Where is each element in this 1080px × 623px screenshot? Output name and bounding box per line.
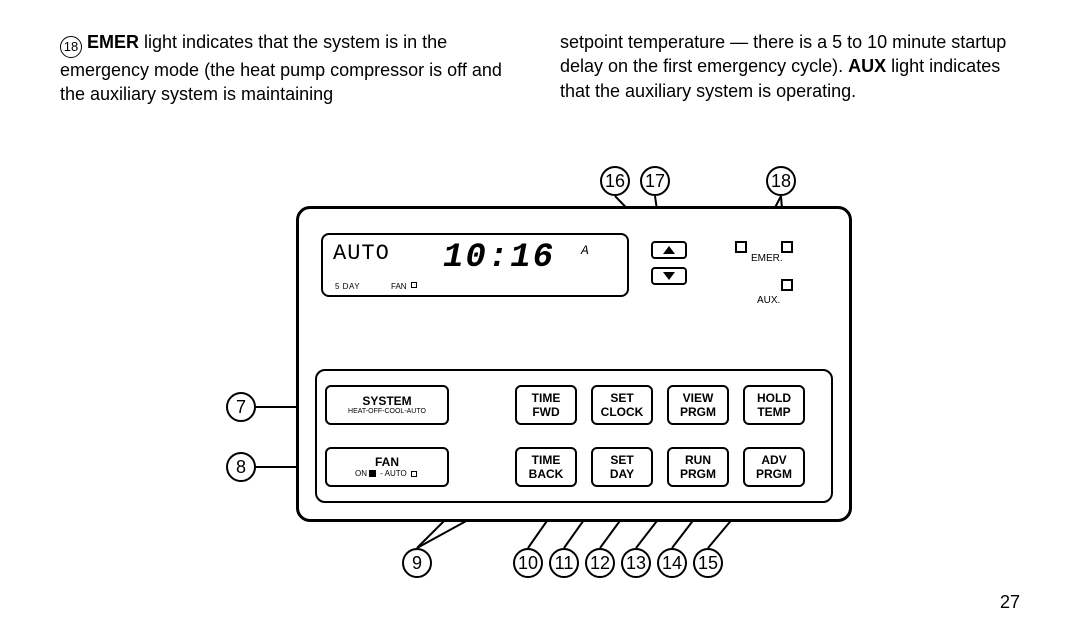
diagram: AUTO 10:16 A 5 DAY FAN EMER. AUX. SYSTEM… [0,150,1080,590]
set-clock-l2: CLOCK [601,405,644,419]
time-fwd-l1: TIME [532,391,561,405]
down-arrow-button[interactable] [651,267,687,285]
time-fwd-button[interactable]: TIME FWD [515,385,577,425]
callout-9: 9 [402,548,432,578]
callout-16: 16 [600,166,630,196]
callout-10: 10 [513,548,543,578]
set-day-l2: DAY [610,467,634,481]
lcd-sub-fan: FAN [391,282,417,291]
up-arrow-button[interactable] [651,241,687,259]
hold-temp-button[interactable]: HOLD TEMP [743,385,805,425]
system-label: SYSTEM [362,394,411,408]
callout-17: 17 [640,166,670,196]
lcd-mode: AUTO [333,241,390,266]
callout-15: 15 [693,548,723,578]
lcd-time: 10:16 [443,239,555,277]
adv-prgm-l2: PRGM [756,467,792,481]
system-button[interactable]: SYSTEM HEAT-OFF-COOL-AUTO [325,385,449,425]
view-prgm-l2: PRGM [680,405,716,419]
callout-8: 8 [226,452,256,482]
aux-word: AUX [848,56,886,76]
set-day-button[interactable]: SET DAY [591,447,653,487]
text-columns: 18 EMER light indicates that the system … [0,0,1080,116]
aux-indicator [781,279,793,291]
set-day-l1: SET [610,453,633,467]
emer-word: EMER [87,32,139,52]
callout-13: 13 [621,548,651,578]
lcd-display: AUTO 10:16 A 5 DAY FAN [321,233,629,297]
page-number: 27 [1000,592,1020,613]
adv-prgm-l1: ADV [761,453,786,467]
aux-label: AUX. [757,295,780,306]
fan-button[interactable]: FAN ON - AUTO [325,447,449,487]
time-back-button[interactable]: TIME BACK [515,447,577,487]
thermostat-device: AUTO 10:16 A 5 DAY FAN EMER. AUX. SYSTEM… [296,206,852,522]
callout-14: 14 [657,548,687,578]
lcd-ampm: A [581,243,589,258]
left-column: 18 EMER light indicates that the system … [60,30,520,106]
emer-indicator-2 [781,241,793,253]
run-prgm-l2: PRGM [680,467,716,481]
emer-label: EMER. [751,253,783,264]
time-fwd-l2: FWD [532,405,559,419]
callout-12: 12 [585,548,615,578]
emer-indicator [735,241,747,253]
set-clock-l1: SET [610,391,633,405]
callout-7: 7 [226,392,256,422]
view-prgm-l1: VIEW [683,391,714,405]
adv-prgm-button[interactable]: ADV PRGM [743,447,805,487]
view-prgm-button[interactable]: VIEW PRGM [667,385,729,425]
callout-18: 18 [766,166,796,196]
set-clock-button[interactable]: SET CLOCK [591,385,653,425]
time-back-l2: BACK [529,467,564,481]
time-back-l1: TIME [532,453,561,467]
hold-temp-l1: HOLD [757,391,791,405]
fan-sub: ON - AUTO [355,469,419,479]
right-column: setpoint temperature — there is a 5 to 1… [560,30,1020,106]
inline-callout-18: 18 [60,36,82,58]
lcd-sub-5day: 5 DAY [335,282,360,291]
hold-temp-l2: TEMP [757,405,790,419]
fan-label: FAN [375,455,399,469]
run-prgm-button[interactable]: RUN PRGM [667,447,729,487]
chevron-down-icon [663,272,675,280]
run-prgm-l1: RUN [685,453,711,467]
system-sub: HEAT-OFF-COOL-AUTO [348,408,426,416]
callout-11: 11 [549,548,579,578]
chevron-up-icon [663,246,675,254]
